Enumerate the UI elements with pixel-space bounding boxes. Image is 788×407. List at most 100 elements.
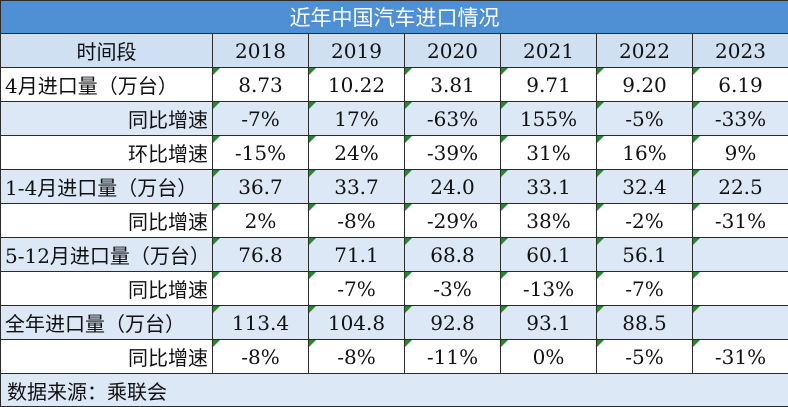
cell-value: -8% [241,345,280,369]
table-cell: -31% [693,204,788,238]
table-cell: -7% [309,272,405,306]
table-cell: 68.8 [405,238,501,272]
error-indicator-icon [405,238,412,245]
cell-value: 88.5 [622,311,667,335]
table-cell: -7% [213,102,309,136]
error-indicator-icon [213,306,220,313]
header-period: 时间段 [1,34,213,68]
row-label: 同比增速 [1,102,213,136]
cell-value: -7% [241,107,280,131]
error-indicator-icon [501,170,508,177]
cell-value: 24% [334,141,378,165]
error-indicator-icon [405,306,412,313]
error-indicator-icon [501,204,508,211]
table-cell: -13% [501,272,597,306]
error-indicator-icon [309,272,316,279]
cell-value: -29% [427,209,478,233]
table-cell: 17% [309,102,405,136]
error-indicator-icon [405,102,412,109]
cell-value: 33.7 [334,175,379,199]
cell-value: -5% [625,345,664,369]
cell-value: 6.19 [718,73,763,97]
cell-value: -39% [427,141,478,165]
row-label: 同比增速 [1,272,213,306]
cell-value: -8% [337,345,376,369]
error-indicator-icon [405,272,412,279]
cell-value: 33.1 [526,175,571,199]
error-indicator-icon [597,272,604,279]
error-indicator-icon [597,238,604,245]
cell-value: -31% [715,345,766,369]
cell-value: -11% [427,345,478,369]
error-indicator-icon [213,272,220,279]
cell-value: -8% [337,209,376,233]
cell-value: 32.4 [622,175,667,199]
table-row: 环比增速-15%24%-39%31%16%9% [1,136,788,170]
error-indicator-icon [693,170,700,177]
row-label: 5-12月进口量（万台） [1,238,213,272]
table-cell: -7% [597,272,693,306]
header-row: 时间段 2018 2019 2020 2021 2022 2023 [1,34,788,68]
error-indicator-icon [213,204,220,211]
table-cell: 9.20 [597,68,693,102]
table-cell: 113.4 [213,306,309,340]
table-cell: 104.8 [309,306,405,340]
error-indicator-icon [501,102,508,109]
cell-value: 31% [526,141,570,165]
cell-value: 22.5 [718,175,763,199]
row-label: 4月进口量（万台） [1,68,213,102]
table-cell: -3% [405,272,501,306]
table-cell: 31% [501,136,597,170]
table-cell: 93.1 [501,306,597,340]
table-cell [693,272,788,306]
table-cell: 8.73 [213,68,309,102]
error-indicator-icon [405,136,412,143]
cell-value: 104.8 [328,311,385,335]
table-row: 同比增速-7%-3%-13%-7% [1,272,788,306]
error-indicator-icon [693,238,700,245]
table-cell [693,306,788,340]
table-cell: -29% [405,204,501,238]
cell-value: 68.8 [430,243,475,267]
error-indicator-icon [309,136,316,143]
cell-value: 56.1 [622,243,667,267]
table-cell: -11% [405,340,501,374]
table-cell: 88.5 [597,306,693,340]
cell-value: 76.8 [238,243,283,267]
cell-value: -15% [235,141,286,165]
table-title: 近年中国汽车进口情况 [1,1,788,34]
cell-value: 3.81 [430,73,475,97]
table-cell: 60.1 [501,238,597,272]
table-cell: 9% [693,136,788,170]
cell-value: -13% [523,277,574,301]
cell-value: 8.73 [238,73,283,97]
table-cell: 32.4 [597,170,693,204]
table-cell: -8% [213,340,309,374]
header-year: 2020 [405,34,501,68]
table-cell: -39% [405,136,501,170]
cell-value: 60.1 [526,243,571,267]
table-cell: 3.81 [405,68,501,102]
table-row: 同比增速-7%17%-63%155%-5%-33% [1,102,788,136]
table-cell: -15% [213,136,309,170]
header-year: 2018 [213,34,309,68]
error-indicator-icon [405,204,412,211]
cell-value: 38% [526,209,570,233]
table-cell: 9.71 [501,68,597,102]
error-indicator-icon [213,238,220,245]
error-indicator-icon [213,340,220,347]
table-cell: 2% [213,204,309,238]
table-cell: 92.8 [405,306,501,340]
row-label: 同比增速 [1,204,213,238]
table-cell: 22.5 [693,170,788,204]
error-indicator-icon [693,340,700,347]
table-cell: 24.0 [405,170,501,204]
table-cell [693,238,788,272]
error-indicator-icon [501,68,508,75]
error-indicator-icon [501,238,508,245]
table-cell: 33.7 [309,170,405,204]
